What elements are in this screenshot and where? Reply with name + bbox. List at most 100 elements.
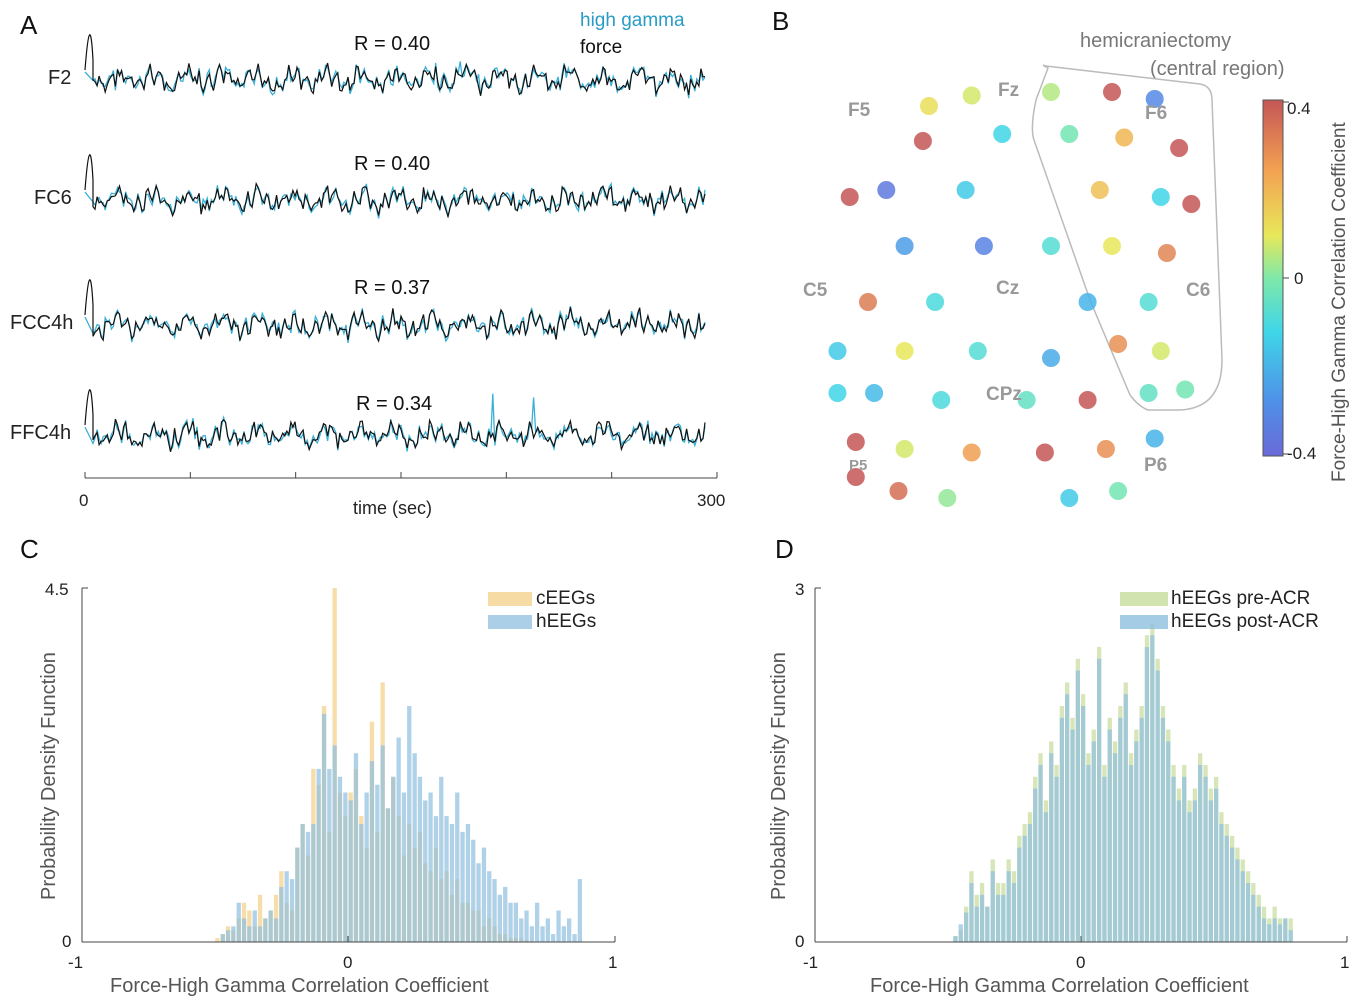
hist-bar — [1240, 871, 1245, 942]
hist-bar — [1166, 741, 1171, 942]
hist-bar — [974, 906, 979, 942]
colorbar-tick-label-min: -0.4 — [1287, 444, 1316, 463]
hist-bar — [481, 847, 487, 942]
hist-bar — [1198, 765, 1203, 942]
hist-bar — [476, 863, 481, 942]
electrode — [895, 440, 914, 458]
electrode — [889, 482, 908, 500]
electrode — [1151, 188, 1170, 206]
hist-bar — [1107, 729, 1112, 942]
hist-bar — [551, 934, 556, 942]
hist-bar — [1017, 847, 1022, 942]
hist-bar — [1070, 729, 1075, 942]
hist-bar — [220, 934, 225, 942]
c-y-tick-label-bottom: 0 — [62, 932, 71, 951]
hist-bar — [263, 918, 268, 942]
hist-bar — [964, 912, 969, 942]
hist-bar — [503, 886, 508, 942]
hist-bar — [556, 910, 561, 942]
hist-bar — [1011, 883, 1017, 942]
legend-force: force — [580, 37, 622, 58]
electrode — [1176, 380, 1195, 399]
hist-bar — [439, 776, 444, 942]
electrode — [1109, 482, 1128, 500]
electrode-label-p6: P6 — [1144, 455, 1167, 476]
electrode — [956, 181, 975, 199]
hist-bar — [1134, 741, 1139, 942]
c-legend-swatch-ceegs — [488, 592, 532, 606]
electrode-map — [828, 83, 1201, 507]
hist-bar — [1033, 788, 1038, 942]
electrode — [846, 468, 865, 486]
hist-bar — [247, 926, 252, 942]
electrode — [962, 86, 981, 105]
hist-bar — [359, 824, 364, 942]
hist-bar — [1235, 859, 1240, 942]
c-x-tick-label-mid: 0 — [343, 953, 352, 972]
hist-bar — [391, 776, 396, 942]
hist-bar — [455, 792, 460, 942]
electrode — [1182, 195, 1201, 213]
panel-c-letter: C — [20, 534, 39, 564]
panel-b-letter: B — [772, 6, 789, 36]
hist-bar — [460, 831, 465, 942]
hist-bar — [1022, 835, 1027, 942]
hist-bar — [1182, 776, 1187, 942]
trace-label: FC6 — [34, 187, 72, 209]
hist-bar — [508, 902, 513, 942]
electrode — [1042, 237, 1060, 255]
d-x-tick-label-right: 1 — [1340, 953, 1349, 972]
correlation-label: R = 0.40 — [354, 33, 430, 55]
electrode — [1042, 349, 1060, 367]
electrode — [974, 237, 993, 255]
panel-d-letter: D — [775, 534, 794, 564]
hist-bar — [407, 706, 412, 942]
correlation-label: R = 0.40 — [354, 153, 430, 175]
hist-bar — [449, 824, 455, 942]
hist-bar — [1277, 924, 1283, 942]
hist-bar — [364, 792, 369, 942]
hist-bar — [1219, 824, 1224, 942]
electrode — [1096, 440, 1115, 458]
hist-bar — [1065, 694, 1070, 942]
electrode-label-fz: Fz — [998, 80, 1019, 101]
hist-bar — [396, 737, 401, 942]
hist-bar — [353, 753, 359, 942]
hist-bar — [572, 934, 577, 942]
hist-bar — [1075, 670, 1080, 942]
electrode — [865, 384, 884, 402]
region-label-top: hemicraniectomy — [1080, 30, 1231, 52]
time-tick-end: 300 — [697, 491, 725, 510]
hist-bar — [1256, 906, 1261, 942]
force-trace — [84, 154, 706, 219]
hist-bar — [417, 776, 423, 942]
hist-bar — [428, 792, 433, 942]
hist-bar — [316, 768, 321, 942]
force-trace — [84, 389, 706, 452]
c-x-tick-label-right: 1 — [608, 953, 617, 972]
hist-bar — [1091, 741, 1096, 942]
c-legend-ceegs: cEEGs — [536, 588, 595, 609]
hist-bar — [1214, 788, 1219, 942]
hist-bar — [953, 936, 958, 942]
hist-bar — [1283, 918, 1288, 942]
hist-bar — [1251, 894, 1256, 942]
hist-bar — [471, 839, 476, 942]
hist-bar — [1144, 647, 1150, 942]
panel-a-letter: A — [20, 10, 38, 40]
colorbar-tick-label-max: 0.4 — [1287, 99, 1311, 118]
hist-bar — [1192, 800, 1197, 942]
histogram-d — [953, 623, 1293, 942]
hist-bar — [1086, 765, 1091, 942]
hist-bar — [540, 926, 545, 942]
hist-bar — [519, 918, 524, 942]
hist-bar — [369, 761, 375, 942]
electrode — [1017, 391, 1036, 409]
hist-bar — [1027, 824, 1033, 942]
correlation-label: R = 0.37 — [354, 277, 430, 299]
trace-label: F2 — [48, 67, 71, 89]
electrode — [926, 293, 945, 311]
time-tick-start: 0 — [79, 491, 88, 510]
hist-bar — [465, 824, 471, 942]
trace-label: FCC4h — [10, 312, 73, 334]
